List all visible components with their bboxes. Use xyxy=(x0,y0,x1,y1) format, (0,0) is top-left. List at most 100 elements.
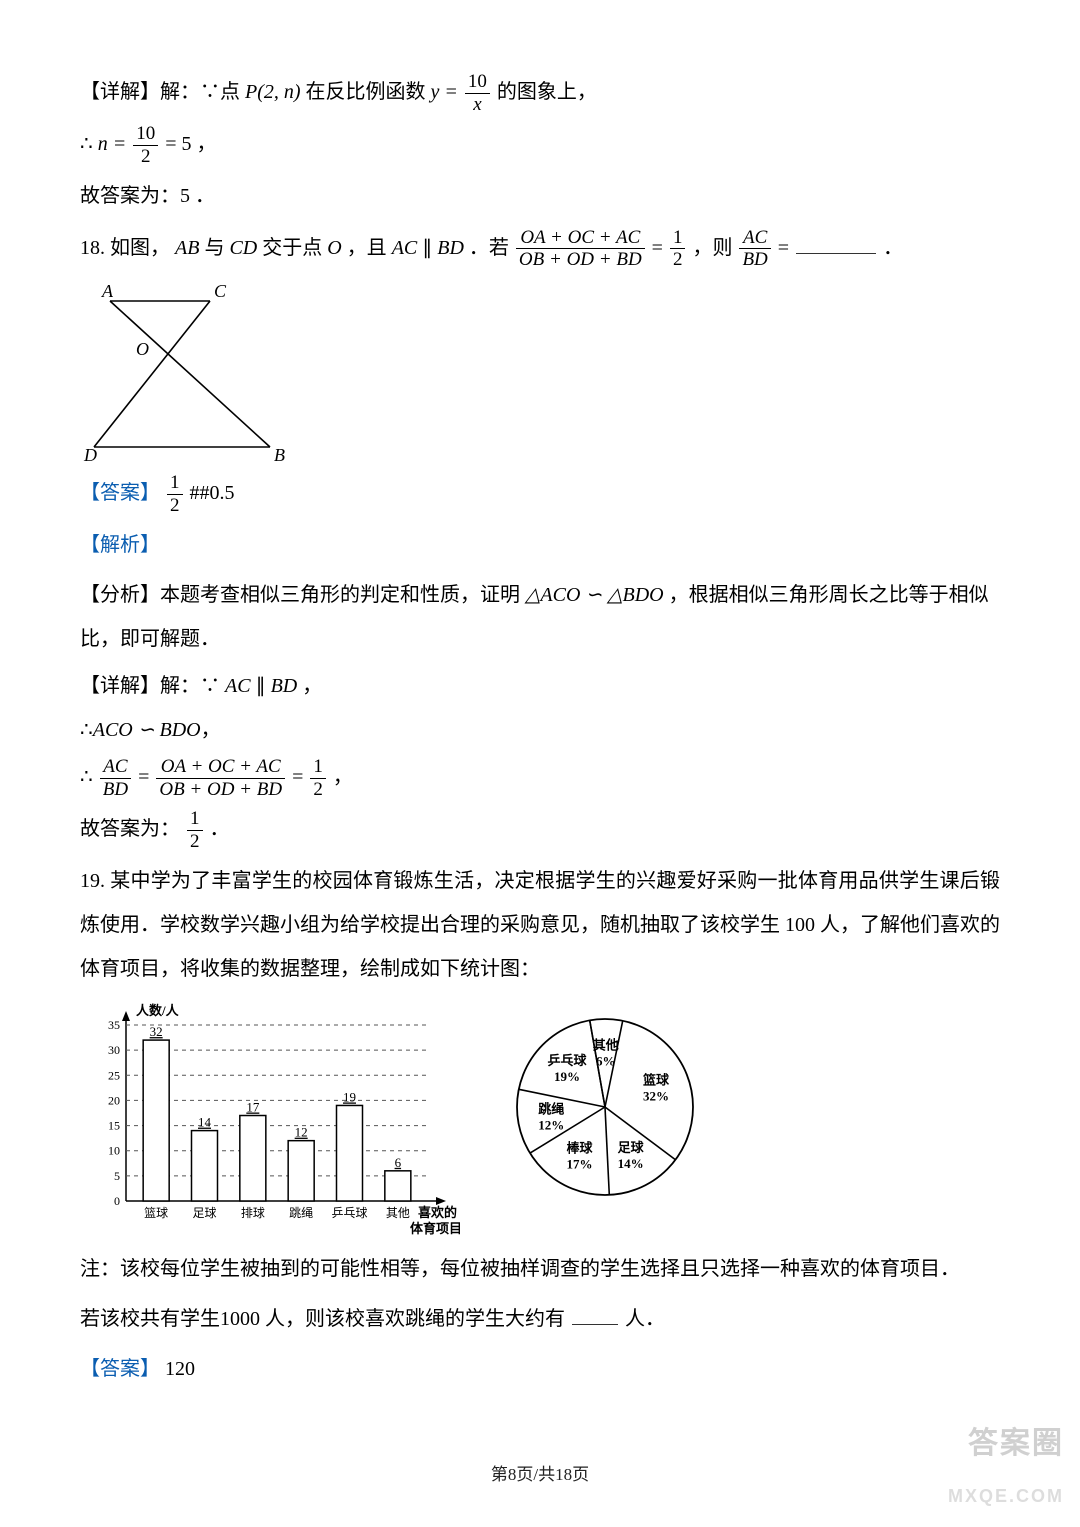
svg-text:其他: 其他 xyxy=(386,1206,410,1220)
frac-ac-bd: AC BD xyxy=(739,227,770,272)
frac-perimeter-2: OA + OC + AC OB + OD + BD xyxy=(156,756,285,801)
n-eq: n = xyxy=(98,133,127,155)
label-C: C xyxy=(214,281,227,301)
label-A: A xyxy=(101,281,114,301)
text: 与 xyxy=(204,237,229,259)
answer-label: 【答案】 xyxy=(80,1358,160,1380)
svg-text:乒乓球: 乒乓球 xyxy=(547,1052,587,1067)
frac-10-2: 10 2 xyxy=(133,123,158,168)
text: ∴ xyxy=(80,766,98,788)
svg-text:5: 5 xyxy=(114,1168,120,1182)
watermark-l2: MXQE.COM xyxy=(948,1477,1064,1517)
q18-detail-4: 故答案为： 1 2 ． xyxy=(80,807,1000,853)
answer-frac-2: 1 2 xyxy=(187,808,203,853)
blank-answer xyxy=(796,232,876,254)
text: ，则 xyxy=(692,237,737,259)
eq: = xyxy=(778,237,794,259)
AC: AC xyxy=(225,675,251,697)
similar: △ACO ∽ △BDO xyxy=(525,584,664,606)
text: ∥ xyxy=(422,237,437,259)
comma: ， xyxy=(201,719,221,741)
svg-text:25: 25 xyxy=(108,1068,120,1082)
q18-stem: 18. 如图， AB 与 CD 交于点 O ，且 AC ∥ BD ．若 OA +… xyxy=(80,226,1000,272)
y-eq: y = xyxy=(431,81,458,103)
q18-num: 18. xyxy=(80,237,110,259)
text: 如图， xyxy=(110,237,170,259)
svg-text:篮球: 篮球 xyxy=(144,1205,168,1220)
svg-text:32: 32 xyxy=(150,1024,163,1039)
BD: BD xyxy=(437,237,464,259)
text: 【详解】解：∵ xyxy=(80,675,225,697)
q17-detail-line3: 故答案为：5 ． xyxy=(80,174,1000,218)
BD: BD xyxy=(271,675,298,697)
bdo: BDO xyxy=(160,719,201,741)
svg-text:20: 20 xyxy=(108,1093,120,1107)
label-D: D xyxy=(83,445,97,465)
svg-text:0: 0 xyxy=(114,1194,120,1208)
blank-answer xyxy=(572,1303,618,1325)
text: ．若 xyxy=(469,237,514,259)
svg-text:10: 10 xyxy=(108,1143,120,1157)
eq: = xyxy=(652,237,668,259)
text: ， xyxy=(302,675,322,697)
q17-detail-line1: 【详解】解：∵点 P(2, n) 在反比例函数 y = 10 x 的图象上， xyxy=(80,70,1000,116)
svg-text:14%: 14% xyxy=(618,1156,644,1171)
q18-detail-1: 【详解】解：∵ AC ∥ BD ， xyxy=(80,667,1000,705)
svg-text:足球: 足球 xyxy=(192,1206,216,1220)
q19-note: 注：该校每位学生被抽到的可能性相等，每位被抽样调查的学生选择且只选择一种喜欢的体… xyxy=(80,1247,1000,1291)
page-footer: 第8页/共18页 xyxy=(0,1456,1080,1493)
watermark: 答案圈 MXQE.COM xyxy=(948,1411,1064,1517)
text: 【详解】解：∵点 xyxy=(80,81,245,103)
q19-answer: 【答案】 120 xyxy=(80,1347,1000,1391)
bar-chart: 05101520253035人数/人32篮球14足球17排球12跳绳19乒乓球6… xyxy=(80,997,460,1237)
text: 故答案为： xyxy=(80,818,180,840)
eq: = xyxy=(138,766,154,788)
q18-analysis-1: 【分析】本题考查相似三角形的判定和性质，证明 △ACO ∽ △BDO ，根据相似… xyxy=(80,573,1000,661)
svg-text:其他: 其他 xyxy=(593,1037,619,1052)
svg-text:跳绳: 跳绳 xyxy=(538,1101,564,1116)
text: 在反比例函数 xyxy=(306,81,431,103)
svg-text:喜欢的: 喜欢的 xyxy=(418,1205,457,1220)
eq5: = 5 ， xyxy=(165,133,216,155)
q19-stem: 19. 某中学为了丰富学生的校园体育锻炼生活，决定根据学生的兴趣爱好采购一批体育… xyxy=(80,859,1000,991)
text: ∴ xyxy=(80,133,98,155)
svg-text:12%: 12% xyxy=(538,1117,564,1132)
svg-text:12: 12 xyxy=(295,1124,308,1139)
q18-detail-3: ∴ AC BD = OA + OC + AC OB + OD + BD = 1 … xyxy=(80,755,1000,801)
q17-detail-line2: ∴ n = 10 2 = 5 ， xyxy=(80,122,1000,168)
frac-half-2: 1 2 xyxy=(310,756,326,801)
svg-text:19: 19 xyxy=(343,1089,356,1104)
svg-text:35: 35 xyxy=(108,1018,120,1032)
label-B: B xyxy=(274,445,285,465)
svg-text:17: 17 xyxy=(246,1099,259,1114)
svg-text:19%: 19% xyxy=(554,1068,580,1083)
svg-text:棒球: 棒球 xyxy=(567,1140,594,1155)
text: 【分析】本题考查相似三角形的判定和性质，证明 xyxy=(80,584,525,606)
answer-value: 120 xyxy=(165,1358,195,1380)
text: 的图象上， xyxy=(497,81,597,103)
therefore: ∴ xyxy=(80,719,93,741)
svg-text:17%: 17% xyxy=(567,1156,593,1171)
q18-figure: A C O D B xyxy=(80,277,1000,467)
svg-text:足球: 足球 xyxy=(618,1140,645,1155)
svg-text:14: 14 xyxy=(198,1114,212,1129)
q19-text: 某中学为了丰富学生的校园体育锻炼生活，决定根据学生的兴趣爱好采购一批体育用品供学… xyxy=(80,870,1000,980)
frac-perimeter: OA + OC + AC OB + OD + BD xyxy=(516,227,645,272)
point-P: P(2, n) xyxy=(245,81,301,103)
CD: CD xyxy=(229,237,257,259)
q18-answer: 【答案】 1 2 ##0.5 xyxy=(80,471,1000,517)
q18-analysis-label: 【解析】 xyxy=(80,523,1000,567)
AC: AC xyxy=(392,237,418,259)
watermark-l1: 答案圈 xyxy=(948,1411,1064,1477)
frac-half: 1 2 xyxy=(670,227,686,272)
text: ，且 xyxy=(347,237,392,259)
frac-ac-bd-2: AC BD xyxy=(100,756,131,801)
pie-chart: 其他6%篮球32%足球14%棒球17%跳绳12%乒乓球19% xyxy=(490,997,720,1227)
svg-text:30: 30 xyxy=(108,1043,120,1057)
svg-text:15: 15 xyxy=(108,1118,120,1132)
answer-tail: ##0.5 xyxy=(190,482,235,504)
svg-text:跳绳: 跳绳 xyxy=(289,1206,313,1220)
frac-10-x: 10 x xyxy=(465,71,490,116)
analysis-label: 【解析】 xyxy=(80,534,160,556)
text: 若该校共有学生1000 人，则该校喜欢跳绳的学生大约有 xyxy=(80,1308,565,1330)
